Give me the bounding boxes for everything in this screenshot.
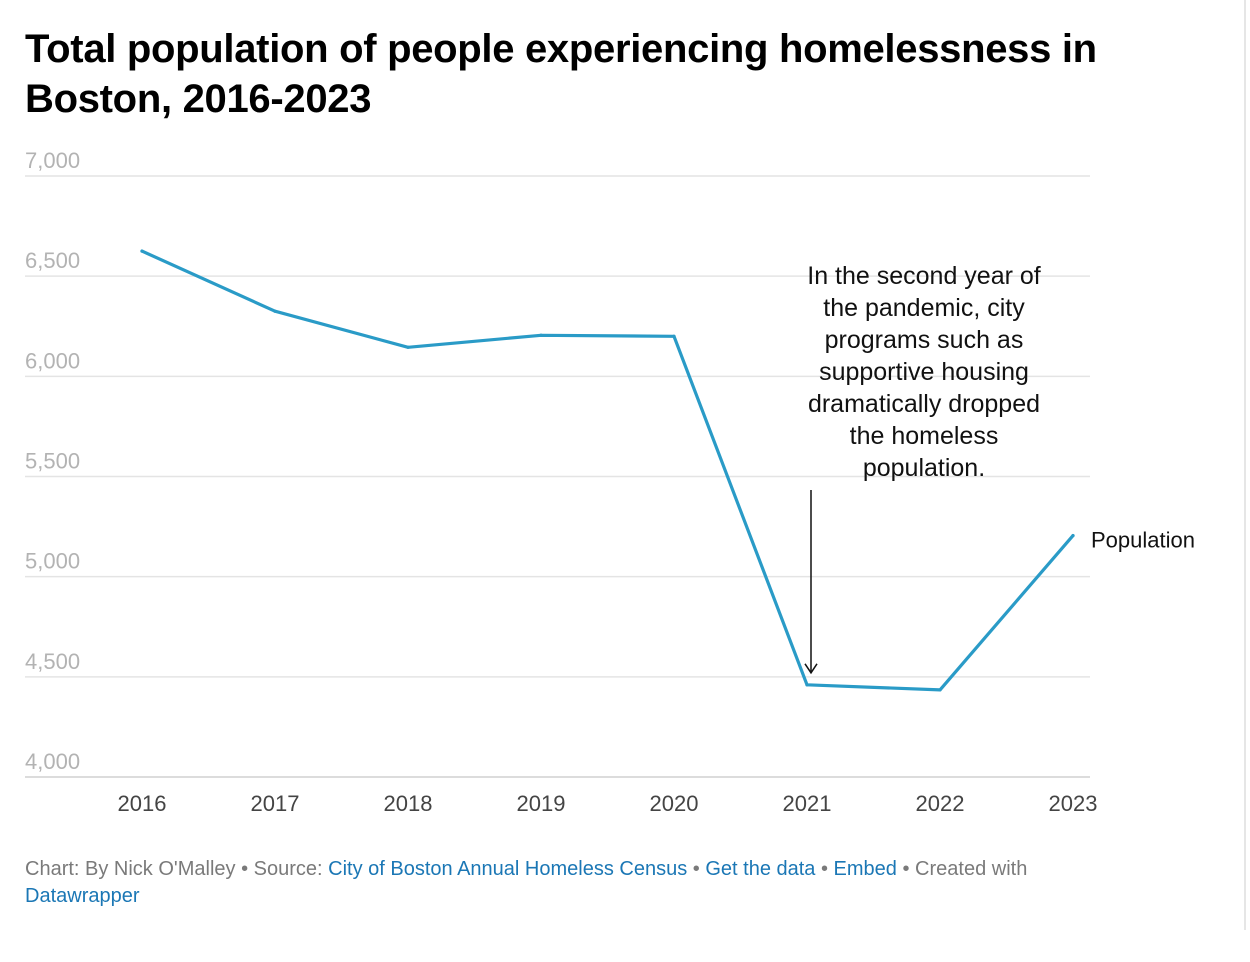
annotation-text: population.	[863, 454, 985, 482]
data-point	[672, 334, 676, 338]
chart-title: Total population of people experiencing …	[25, 27, 1097, 121]
footer-separator: •	[235, 858, 254, 880]
annotation-arrowhead	[804, 663, 818, 675]
y-tick-label: 4,500	[25, 649, 80, 674]
data-point	[539, 333, 543, 337]
data-point	[938, 688, 942, 692]
x-tick-label: 2021	[783, 791, 832, 816]
embed-link[interactable]: Embed	[833, 858, 897, 880]
footer-separator: •	[687, 858, 706, 880]
annotation-text: dramatically dropped	[808, 390, 1040, 418]
series-label: Population	[1091, 528, 1195, 553]
annotation-text: the pandemic, city	[823, 294, 1025, 322]
x-axis: 2016 2017 2018 2019 2020 2021 2022 2023	[118, 791, 1098, 816]
y-tick-label: 6,000	[25, 348, 80, 373]
annotation-text: supportive housing	[819, 358, 1029, 386]
line-chart: 4,000 4,500 5,000 5,500 6,000 6,500 7,000 2016…	[25, 148, 1195, 816]
source-link[interactable]: City of Boston Annual Homeless Census	[328, 858, 688, 880]
annotation-text: In the second year of	[807, 262, 1041, 290]
data-point	[140, 249, 144, 253]
x-tick-label: 2017	[251, 791, 300, 816]
chart-credit: Chart: By Nick O'Malley	[25, 858, 236, 880]
x-tick-label: 2020	[650, 791, 699, 816]
footer-separator: •	[896, 858, 916, 880]
chart-footer: Chart: By Nick O'Malley • Source: City o…	[25, 856, 1125, 910]
chart-frame	[1244, 0, 1246, 930]
x-tick-label: 2018	[384, 791, 433, 816]
x-tick-label: 2022	[916, 791, 965, 816]
annotation-text: the homeless	[850, 422, 999, 450]
datawrapper-link[interactable]: Datawrapper	[25, 885, 140, 907]
data-point	[1071, 533, 1075, 538]
annotation-text: programs such as	[825, 326, 1024, 354]
get-data-link[interactable]: Get the data	[705, 858, 816, 880]
x-tick-label: 2016	[118, 791, 167, 816]
data-point	[273, 309, 277, 313]
y-tick-label: 4,000	[25, 749, 80, 774]
created-with-text: Created with	[915, 858, 1028, 880]
data-point	[805, 683, 809, 687]
data-point	[406, 345, 410, 349]
y-axis: 4,000 4,500 5,000 5,500 6,000 6,500 7,000	[25, 148, 80, 774]
x-tick-label: 2019	[517, 791, 566, 816]
gridlines	[25, 175, 1090, 778]
series-line	[140, 249, 1075, 692]
annotation: In the second year of the pandemic, city p…	[804, 262, 1041, 675]
y-tick-label: 5,000	[25, 549, 80, 574]
y-tick-label: 5,500	[25, 449, 80, 474]
x-tick-label: 2023	[1049, 791, 1098, 816]
series-group: Population	[140, 249, 1195, 692]
source-label: Source:	[253, 858, 329, 880]
y-tick-label: 6,500	[25, 248, 80, 273]
footer-separator: •	[815, 858, 834, 880]
y-tick-label: 7,000	[25, 148, 80, 173]
